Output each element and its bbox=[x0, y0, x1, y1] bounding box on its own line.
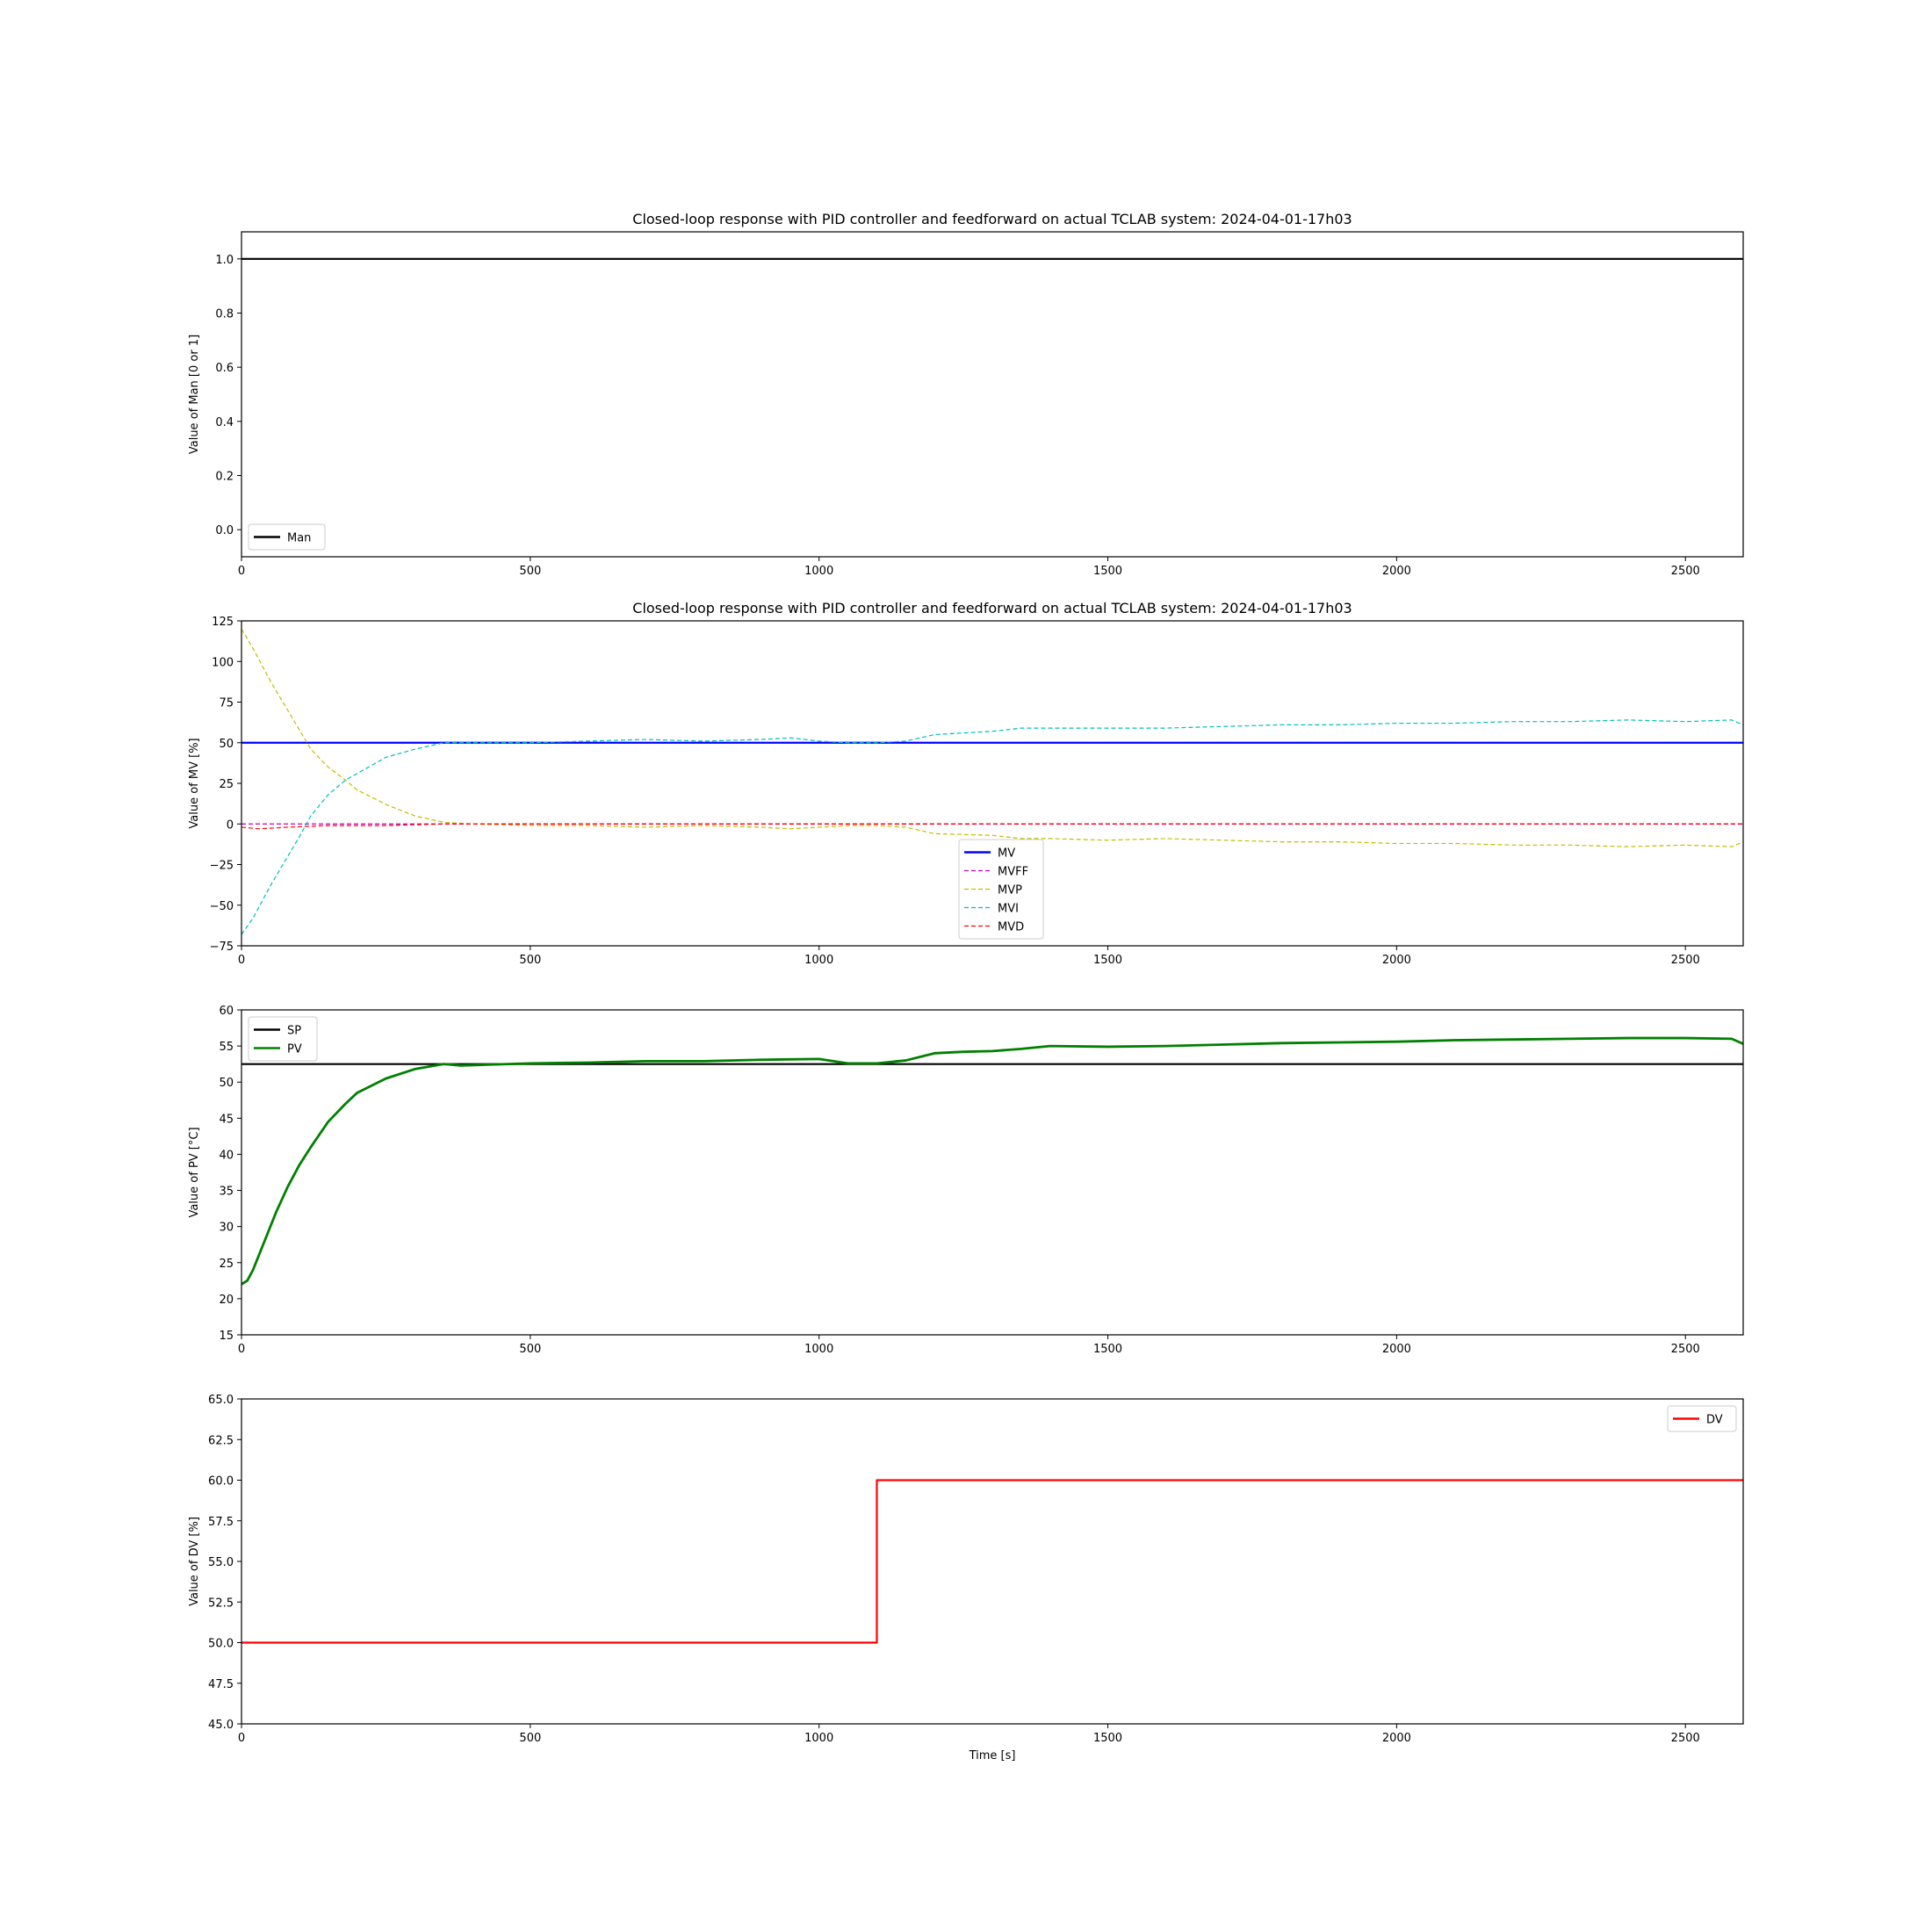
legend: SP PV bbox=[248, 1016, 318, 1062]
y-tick-label: 55 bbox=[219, 1041, 234, 1054]
legend: Man bbox=[248, 523, 326, 551]
x-tick-label: 0 bbox=[238, 1732, 245, 1745]
x-tick-label: 500 bbox=[519, 565, 541, 578]
axes-frame bbox=[241, 1009, 1744, 1336]
x-tick-label: 2000 bbox=[1382, 954, 1411, 967]
legend-label-pv: PV bbox=[287, 1043, 302, 1056]
y-tick-label: 50 bbox=[219, 1077, 234, 1090]
axes-frame bbox=[241, 231, 1744, 558]
x-tick-label: 0 bbox=[238, 954, 245, 967]
x-axis-label: Time [s] bbox=[969, 1749, 1016, 1763]
y-tick-label: 0.0 bbox=[215, 524, 234, 537]
y-tick-label: 0 bbox=[227, 818, 234, 832]
legend-box bbox=[1667, 1405, 1737, 1432]
y-tick-label: 25 bbox=[219, 1258, 234, 1271]
x-tick-label: 2000 bbox=[1382, 1343, 1411, 1356]
y-tick-label: 60 bbox=[219, 1005, 234, 1018]
y-tick-label: 0.2 bbox=[215, 471, 234, 484]
y-axis-label: Value of DV [%] bbox=[188, 1517, 201, 1606]
plot-area bbox=[242, 1010, 1743, 1335]
x-tick-label: 500 bbox=[519, 1343, 541, 1356]
x-tick-label: 1000 bbox=[804, 1732, 833, 1745]
y-tick-label: 20 bbox=[219, 1294, 234, 1307]
y-tick-label: 50.0 bbox=[208, 1638, 234, 1651]
subplot-2: 0 500 1000 1500 2000 2500 −75 −50 −25 0 25 50 75 100 1… bbox=[188, 600, 1744, 967]
x-tick-label: 2500 bbox=[1671, 1343, 1700, 1356]
series-line-mvi bbox=[242, 719, 1743, 935]
y-axis-label: Value of PV [°C] bbox=[188, 1127, 201, 1217]
legend: MV MVFF MVP MVI MVD bbox=[958, 839, 1044, 940]
subplot-title: Closed-loop response with PID controller… bbox=[632, 211, 1352, 227]
legend-label-man: Man bbox=[287, 532, 311, 545]
y-tick-label: 52.5 bbox=[208, 1597, 234, 1610]
series-line-dv bbox=[242, 1479, 1743, 1644]
subplot-3: 0 500 1000 1500 2000 2500 15 20 25 30 35 40 45 50 55 60… bbox=[188, 1005, 1744, 1356]
x-tick-label: 1500 bbox=[1093, 565, 1122, 578]
subplot-1: 0 500 1000 1500 2000 2500 0.0 0.2 0.4 0.6 0.8 1.0 Cl… bbox=[188, 211, 1744, 578]
x-tick-label: 2000 bbox=[1382, 565, 1411, 578]
y-tick-label: 45.0 bbox=[208, 1719, 234, 1732]
y-axis-label: Value of MV [%] bbox=[188, 738, 201, 828]
y-tick-label: 0.8 bbox=[215, 308, 234, 321]
x-tick-label: 1500 bbox=[1093, 1343, 1122, 1356]
x-tick-label: 2500 bbox=[1671, 1732, 1700, 1745]
series-line-pv bbox=[242, 1036, 1743, 1286]
legend-box bbox=[248, 1016, 318, 1062]
x-tick-label: 1000 bbox=[804, 954, 833, 967]
subplot-title: Closed-loop response with PID controller… bbox=[632, 600, 1352, 616]
y-tick-label: 55.0 bbox=[208, 1556, 234, 1569]
legend-label-mvd: MVD bbox=[998, 921, 1024, 934]
y-tick-label: 100 bbox=[212, 656, 234, 669]
x-tick-label: 0 bbox=[238, 565, 245, 578]
legend-label-mvp: MVP bbox=[998, 884, 1022, 898]
x-tick-label: 1000 bbox=[804, 1343, 833, 1356]
y-tick-label: −25 bbox=[210, 860, 234, 873]
legend-label-mvi: MVI bbox=[998, 903, 1019, 916]
y-tick-label: 0.4 bbox=[215, 416, 234, 429]
legend-box bbox=[958, 839, 1044, 940]
legend: DV bbox=[1667, 1405, 1737, 1432]
series-line-mvp bbox=[242, 628, 1743, 847]
y-tick-label: 15 bbox=[219, 1330, 234, 1343]
plot-area bbox=[242, 232, 1743, 557]
y-tick-label: 65.0 bbox=[208, 1394, 234, 1407]
x-tick-label: 0 bbox=[238, 1343, 245, 1356]
y-tick-label: 1.0 bbox=[215, 254, 234, 267]
y-tick-label: 25 bbox=[219, 778, 234, 791]
x-tick-label: 2000 bbox=[1382, 1732, 1411, 1745]
series-line-mvd bbox=[242, 823, 1743, 830]
y-tick-label: 62.5 bbox=[208, 1434, 234, 1447]
x-tick-label: 500 bbox=[519, 954, 541, 967]
y-tick-label: 45 bbox=[219, 1113, 234, 1126]
y-tick-label: 35 bbox=[219, 1186, 234, 1199]
x-tick-label: 1000 bbox=[804, 565, 833, 578]
y-tick-label: −50 bbox=[210, 900, 234, 913]
x-tick-label: 2500 bbox=[1671, 565, 1700, 578]
y-tick-label: 40 bbox=[219, 1149, 234, 1162]
x-tick-label: 1500 bbox=[1093, 954, 1122, 967]
y-tick-label: 50 bbox=[219, 738, 234, 751]
legend-box bbox=[248, 523, 326, 551]
legend-label-mvff: MVFF bbox=[998, 866, 1028, 879]
x-tick-label: 1500 bbox=[1093, 1732, 1122, 1745]
y-tick-label: 75 bbox=[219, 697, 234, 710]
legend-label-mv: MV bbox=[998, 847, 1015, 861]
y-tick-label: 125 bbox=[212, 616, 234, 629]
legend-label-dv: DV bbox=[1706, 1414, 1723, 1427]
subplot-4: 0 500 1000 1500 2000 2500 45.0 47.5 50.0 52.5 55.0… bbox=[188, 1394, 1744, 1763]
plot-area bbox=[242, 1399, 1743, 1724]
y-tick-label: 30 bbox=[219, 1222, 234, 1235]
y-tick-label: −75 bbox=[210, 941, 234, 954]
x-tick-label: 2500 bbox=[1671, 954, 1700, 967]
y-tick-label: 0.6 bbox=[215, 362, 234, 375]
y-tick-label: 60.0 bbox=[208, 1475, 234, 1489]
legend-label-sp: SP bbox=[287, 1025, 301, 1038]
x-tick-label: 500 bbox=[519, 1732, 541, 1745]
y-axis-label: Value of Man [0 or 1] bbox=[188, 335, 201, 454]
y-tick-label: 57.5 bbox=[208, 1516, 234, 1529]
y-tick-label: 47.5 bbox=[208, 1678, 234, 1691]
